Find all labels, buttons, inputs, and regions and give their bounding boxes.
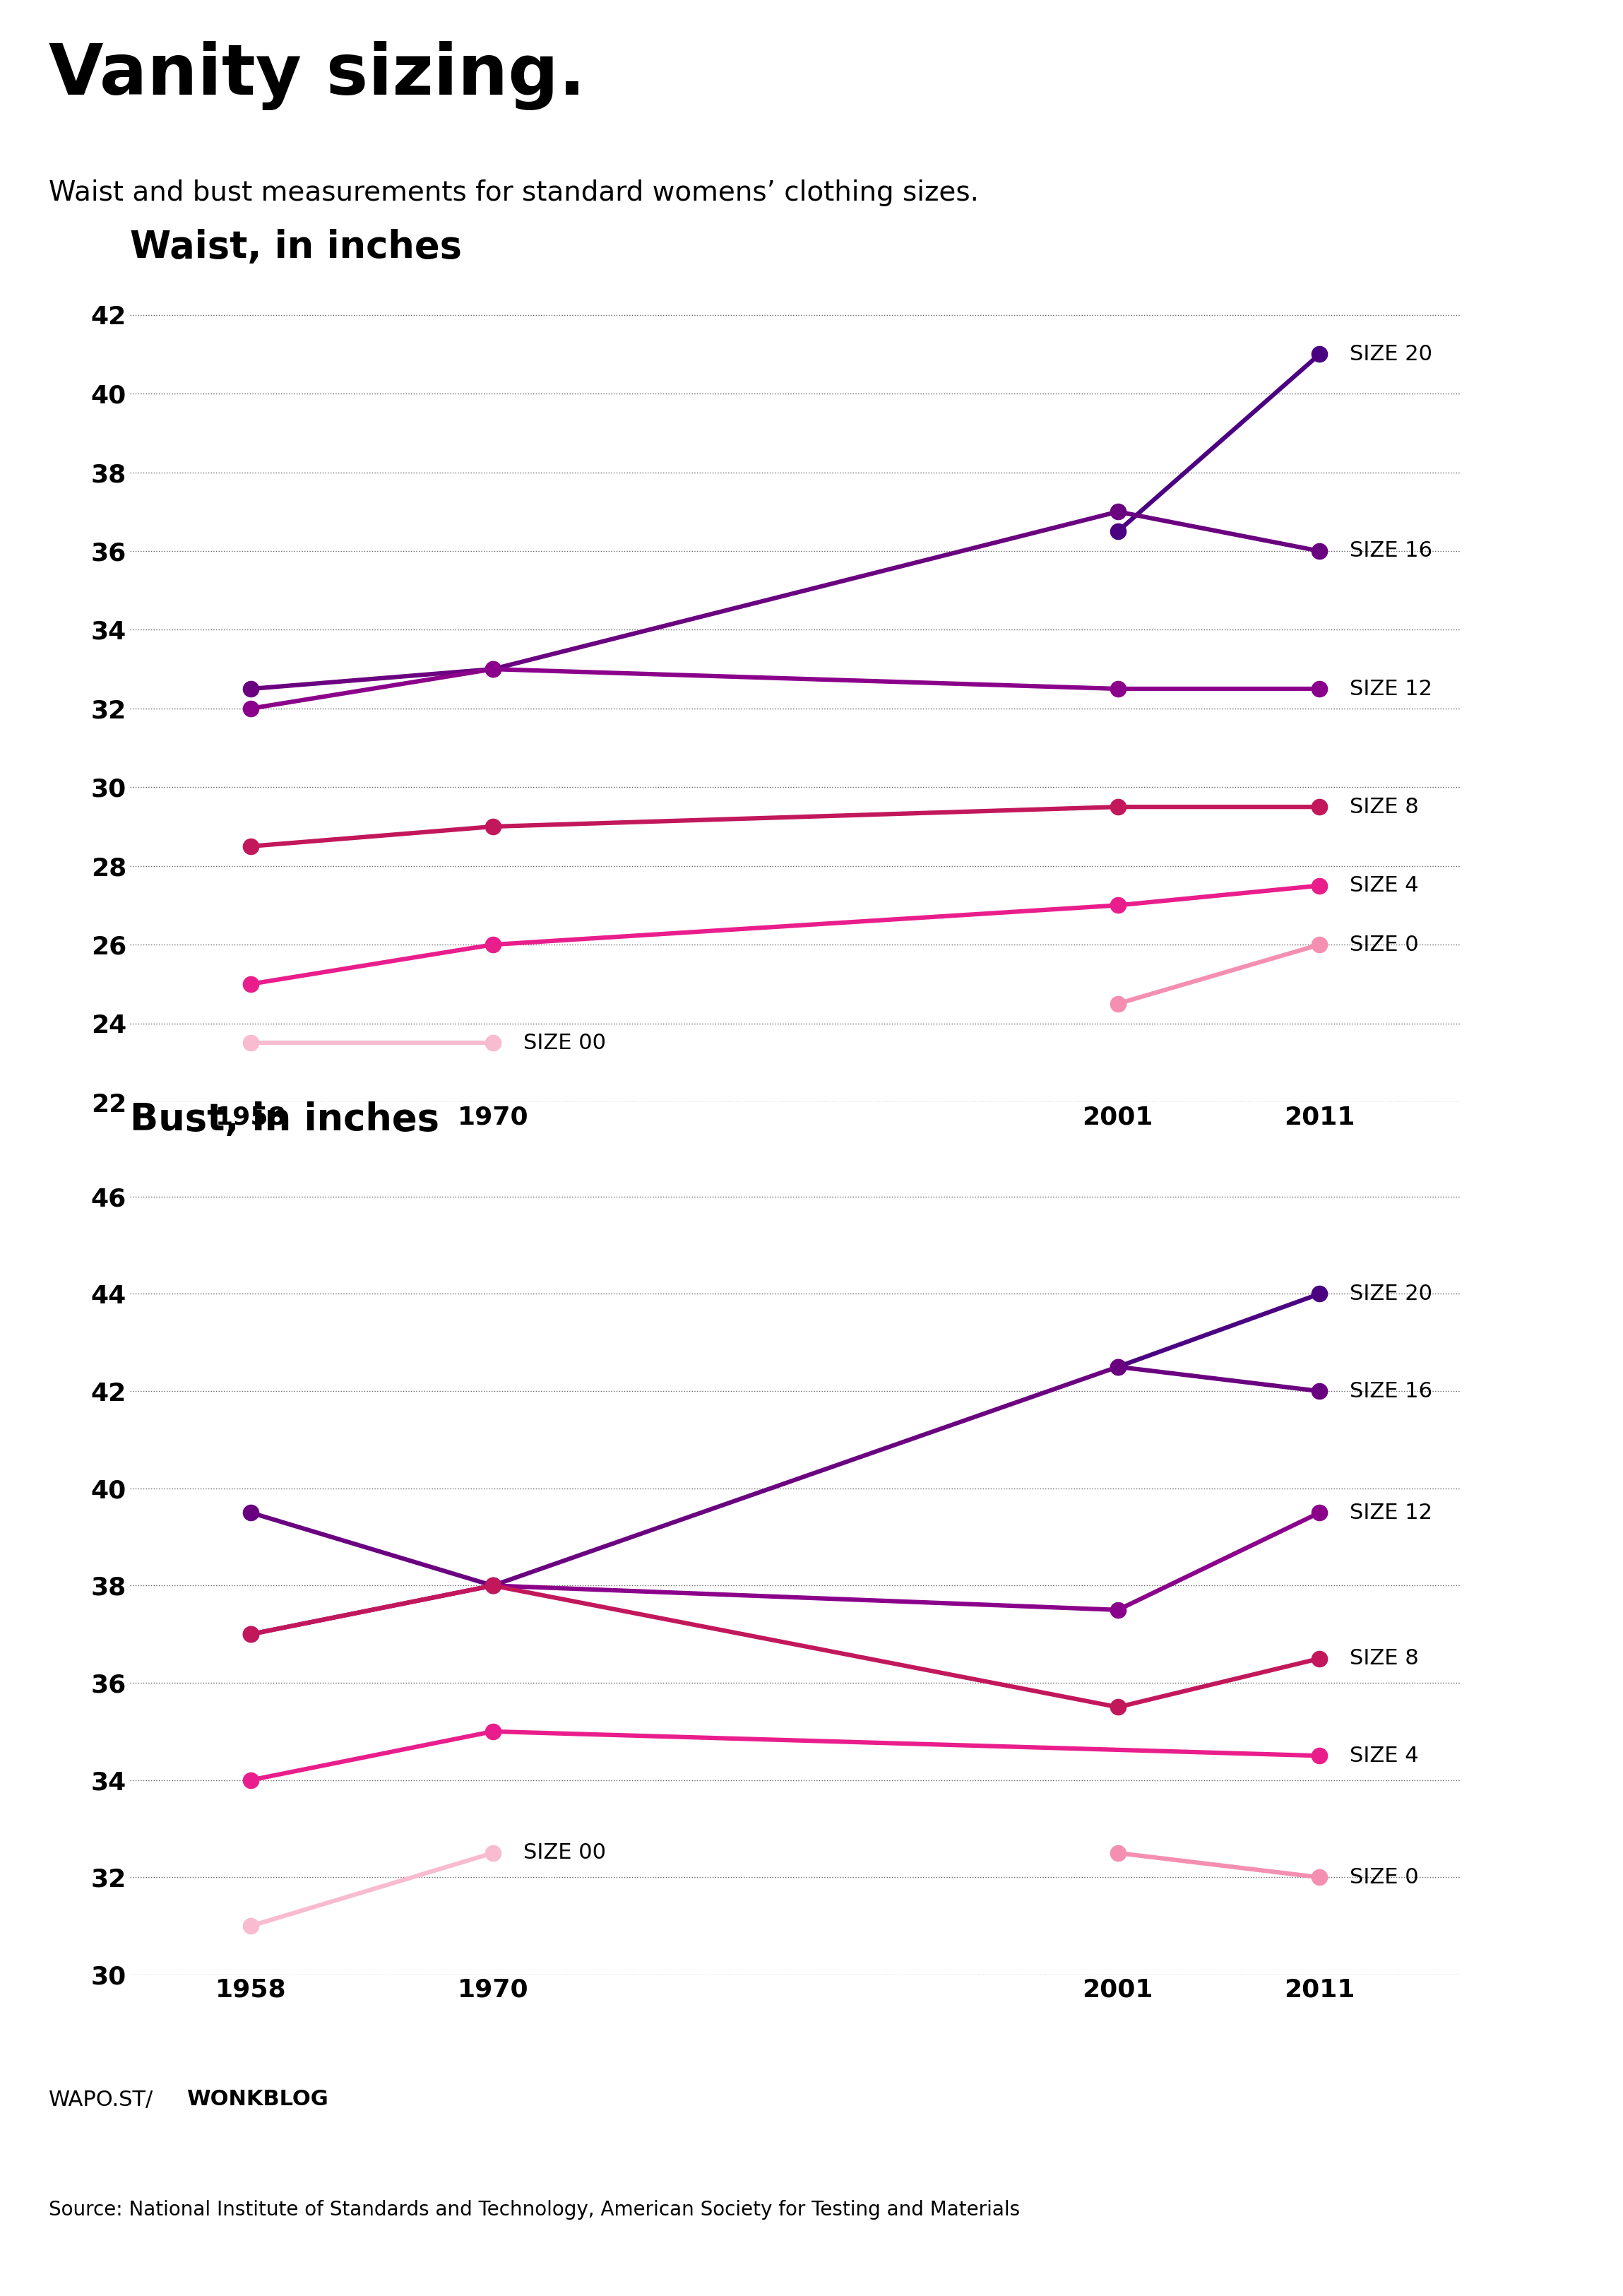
Text: SIZE 12: SIZE 12: [1350, 680, 1433, 698]
Text: WAPO.ST/: WAPO.ST/: [49, 2089, 154, 2110]
Text: SIZE 4: SIZE 4: [1350, 875, 1419, 895]
Text: Waist, in inches: Waist, in inches: [130, 230, 463, 266]
Text: Waist and bust measurements for standard womens’ clothing sizes.: Waist and bust measurements for standard…: [49, 179, 979, 207]
Text: SIZE 16: SIZE 16: [1350, 542, 1433, 560]
Text: SIZE 4: SIZE 4: [1350, 1745, 1419, 1766]
Text: SIZE 12: SIZE 12: [1350, 1502, 1433, 1522]
Text: SIZE 8: SIZE 8: [1350, 1649, 1419, 1669]
Text: Source: National Institute of Standards and Technology, American Society for Tes: Source: National Institute of Standards …: [49, 2200, 1019, 2220]
Text: WONKBLOG: WONKBLOG: [187, 2089, 328, 2110]
Text: Vanity sizing.: Vanity sizing.: [49, 41, 586, 110]
Text: SIZE 20: SIZE 20: [1350, 344, 1433, 365]
Text: SIZE 00: SIZE 00: [523, 1844, 605, 1864]
Text: SIZE 00: SIZE 00: [523, 1033, 605, 1054]
Text: SIZE 16: SIZE 16: [1350, 1380, 1433, 1401]
Text: SIZE 0: SIZE 0: [1350, 934, 1419, 955]
Text: SIZE 8: SIZE 8: [1350, 797, 1419, 817]
Text: SIZE 0: SIZE 0: [1350, 1867, 1419, 1887]
Text: Bust, in inches: Bust, in inches: [130, 1102, 440, 1139]
Text: SIZE 20: SIZE 20: [1350, 1283, 1433, 1304]
